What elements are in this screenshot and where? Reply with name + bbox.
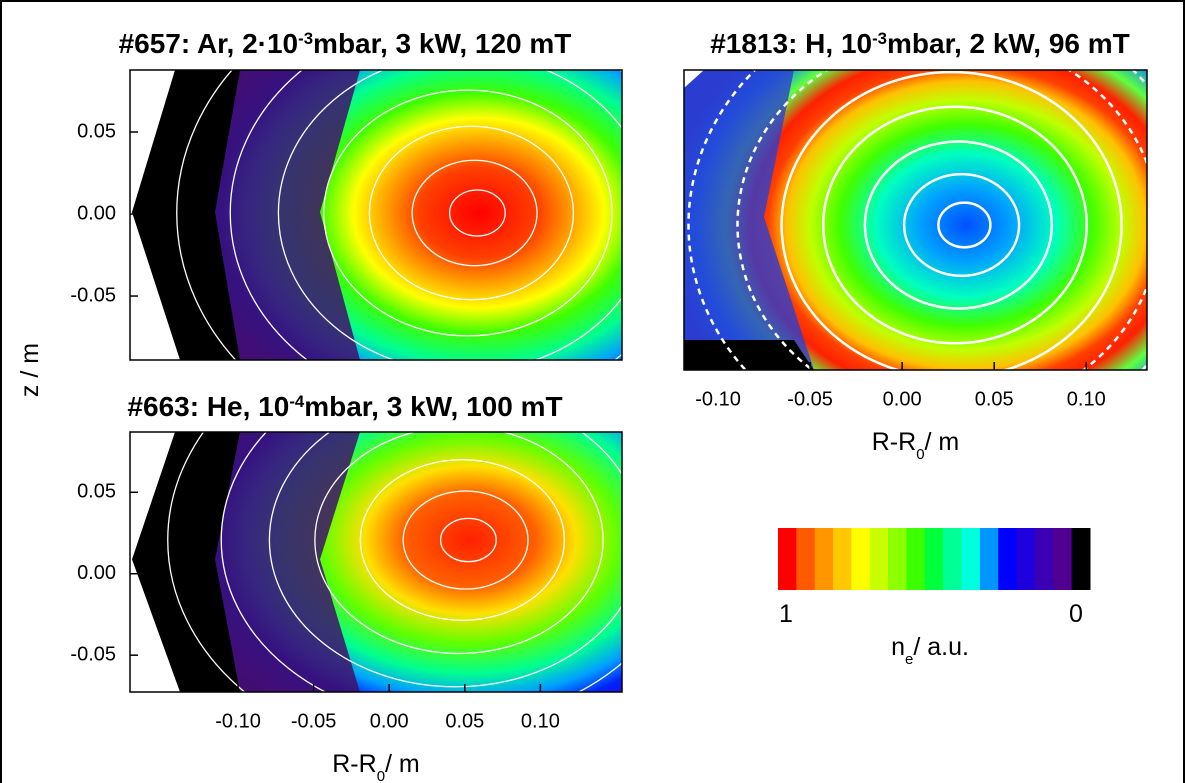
flux-contour (323, 89, 613, 337)
colorbar-segment (961, 528, 981, 590)
title-superscript: -3 (298, 29, 313, 48)
flux-contour (167, 432, 246, 692)
colorbar-segment (906, 528, 926, 590)
colorbar-segment (778, 528, 797, 590)
flux-contour (902, 172, 1021, 278)
x-tick-label: -0.10 (215, 710, 261, 732)
label-text: n (891, 633, 905, 661)
label-text: / a.u. (913, 633, 969, 661)
colorbar-segment (851, 528, 871, 590)
colorbar-label: ne/ a.u. (891, 633, 969, 668)
colorbar-low-label: 0 (1069, 600, 1083, 628)
y-tick-label: -0.05 (70, 643, 116, 665)
x-tick-label: -0.05 (787, 388, 833, 410)
panel-title: #657: Ar, 2·10-3mbar, 3 kW, 120 mT (119, 28, 572, 59)
colorbar-segment (833, 528, 852, 590)
flux-contour (780, 70, 1123, 370)
x-tick-label: 0.00 (883, 388, 922, 410)
flux-contour (411, 159, 538, 267)
label-subscript: e (905, 651, 913, 668)
wall (130, 70, 180, 360)
flux-contour (736, 70, 1147, 370)
colorbar-segment (888, 528, 907, 590)
plot-frame (129, 431, 623, 693)
heatmap (130, 70, 622, 360)
y-tick-label: 0.00 (77, 562, 116, 584)
x-axis-label: R-R0/ m (872, 428, 960, 463)
flux-contour (176, 70, 237, 360)
wall (130, 432, 180, 692)
colorbar-high-label: 1 (779, 600, 793, 628)
flux-contour (439, 517, 497, 563)
flux-contour (359, 459, 566, 621)
panel-title: #663: He, 10-4mbar, 3 kW, 100 mT (127, 391, 562, 422)
x-tick-label: 0.10 (521, 710, 560, 732)
flux-contour (863, 140, 1054, 310)
colorbar-segment (924, 528, 944, 590)
heatmap (684, 70, 1147, 370)
y-axis-label: z / m (16, 343, 44, 397)
flux-contour (937, 201, 992, 249)
flux-contour (314, 432, 604, 655)
label-text: / m (385, 750, 420, 778)
plot-frame (683, 69, 1148, 371)
title-text: #663: He, 10 (127, 391, 289, 422)
colorbar-segment (1016, 528, 1036, 590)
y-tick-label: 0.05 (77, 120, 116, 142)
title-text: #657: Ar, 2·10 (119, 28, 299, 59)
flux-contour (448, 189, 506, 237)
no-data-region (130, 70, 240, 360)
flux-contour (402, 490, 529, 590)
y-tick-label: 0.00 (77, 202, 116, 224)
label-text: R-R (332, 750, 376, 778)
flux-contour (229, 70, 622, 360)
x-tick-label: -0.05 (291, 710, 337, 732)
title-superscript: -3 (872, 29, 887, 48)
colorbar-segment (869, 528, 889, 590)
flux-contour (368, 125, 575, 301)
plot-frame (129, 69, 623, 361)
colorbar-segment (998, 528, 1018, 590)
colorbar-segment (1071, 528, 1091, 590)
flux-contour (277, 70, 622, 360)
label-text: R-R (872, 428, 916, 456)
x-axis-label: R-R0/ m (332, 750, 420, 783)
title-text: mbar, 3 kW, 100 mT (304, 391, 562, 422)
x-tick-label: 0.05 (975, 388, 1014, 410)
flux-contour (687, 70, 1147, 370)
heatmap (130, 432, 622, 692)
panel-title: #1813: H, 10-3mbar, 2 kW, 96 mT (710, 28, 1130, 59)
title-superscript: -4 (289, 392, 305, 411)
x-tick-label: 0.05 (445, 710, 484, 732)
colorbar-segment (814, 528, 834, 590)
low-region (684, 70, 814, 370)
no-data-region (684, 340, 814, 370)
colorbar-segment (979, 528, 999, 590)
colorbar-segment (796, 528, 816, 590)
flux-contour (268, 432, 622, 688)
x-tick-label: 0.00 (370, 710, 409, 732)
y-tick-label: -0.05 (70, 284, 116, 306)
label-text: / m (925, 428, 960, 456)
x-tick-label: -0.10 (695, 388, 741, 410)
title-text: mbar, 3 kW, 120 mT (313, 28, 571, 59)
title-text: mbar, 2 kW, 96 mT (887, 28, 1130, 59)
y-tick-label: 0.05 (77, 481, 116, 503)
flux-contour (220, 432, 622, 692)
wall (684, 70, 704, 88)
colorbar-segment (1034, 528, 1054, 590)
x-tick-label: 0.10 (1067, 388, 1106, 410)
no-data-region (130, 432, 240, 692)
colorbar-segment (943, 528, 963, 590)
label-subscript: 0 (377, 768, 385, 783)
flux-contour (822, 105, 1088, 345)
label-subscript: 0 (916, 446, 924, 463)
title-text: #1813: H, 10 (710, 28, 872, 59)
colorbar-segment (1053, 528, 1073, 590)
